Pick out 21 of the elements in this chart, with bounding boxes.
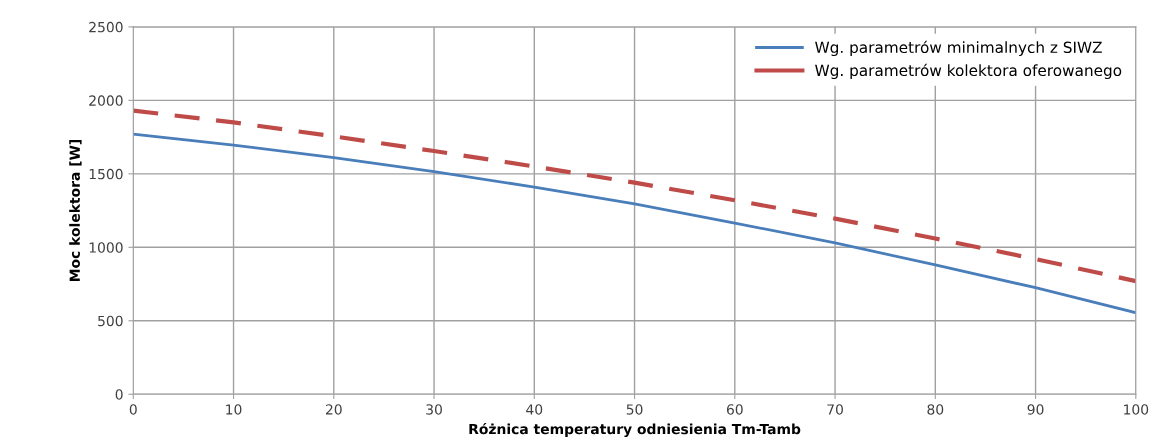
x-tick-label: 100	[1124, 404, 1149, 415]
y-tick-label: 1000	[89, 242, 123, 253]
x-tick-label: 30	[426, 404, 442, 415]
y-axis-title: Moc kolektora [W]	[69, 140, 82, 282]
x-tick-label: 50	[626, 404, 643, 415]
x-tick-label: 40	[526, 404, 543, 415]
y-tick-label: 1500	[89, 168, 123, 180]
y-tick-label: 0	[115, 389, 123, 400]
legend-label: Wg. parametrów minimalnych z SIWZ	[815, 40, 1102, 57]
x-tick-label: 60	[726, 404, 743, 415]
x-tick-label: 0	[129, 404, 137, 415]
x-tick-label: 20	[325, 404, 342, 415]
x-tick-label: 10	[226, 404, 242, 415]
x-tick-label: 70	[827, 404, 843, 415]
y-tick-label: 500	[98, 315, 123, 327]
y-tick-label: 2500	[89, 21, 123, 33]
x-tick-label: 80	[927, 404, 944, 415]
y-tick-label: 2000	[89, 95, 123, 106]
x-axis-title: Różnica temperatury odniesienia Tm-Tamb	[469, 422, 801, 438]
x-tick-label: 90	[1027, 404, 1044, 415]
legend-label: Wg. parametrów kolektora oferowanego	[815, 63, 1122, 80]
